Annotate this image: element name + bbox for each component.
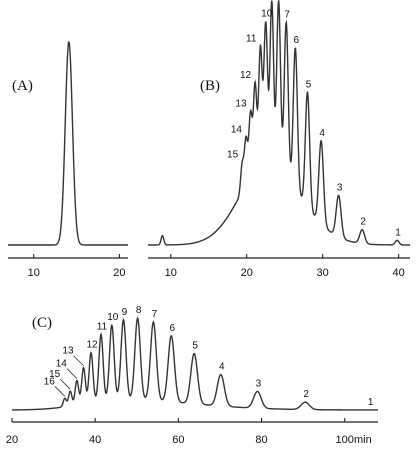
- peak-label: 4: [319, 128, 325, 139]
- peak-label: 8: [136, 305, 142, 316]
- peak-label: 2: [303, 389, 309, 400]
- peak-label: 14: [56, 359, 68, 370]
- x-tick-label: 60: [172, 434, 184, 446]
- peak-label-leader: [59, 378, 71, 390]
- x-tick-label: 40: [392, 267, 404, 279]
- x-tick-label: 20: [241, 267, 253, 279]
- peak-label: 3: [337, 182, 343, 193]
- peak-label: 16: [44, 376, 56, 387]
- peak-label: 12: [240, 70, 252, 81]
- peak-label: 10: [107, 312, 119, 323]
- peak-label: 14: [231, 124, 243, 135]
- chromatogram-trace: [8, 41, 128, 246]
- x-axis-unit-label: min: [354, 434, 372, 446]
- peak-label: 1: [395, 227, 401, 238]
- peak-label: 2: [360, 217, 366, 228]
- peak-label: 6: [294, 35, 300, 46]
- panel-label: (C): [32, 315, 52, 331]
- peak-label: 12: [86, 340, 98, 351]
- peak-label: 7: [284, 9, 290, 20]
- x-tick-label: 10: [28, 267, 40, 279]
- x-tick-label: 10: [165, 267, 177, 279]
- chromatogram-trace: [148, 0, 410, 246]
- panel-label: (B): [200, 78, 220, 94]
- chromatogram-trace: [12, 316, 378, 411]
- peak-label-leader: [73, 355, 84, 367]
- peak-label: 5: [306, 79, 312, 90]
- x-tick-label: 30: [317, 267, 329, 279]
- x-tick-label: 80: [255, 434, 267, 446]
- peak-label: 6: [170, 323, 176, 334]
- panel-a-chromatogram: 10 20 (A): [8, 41, 128, 279]
- peak-label: 11: [246, 33, 257, 44]
- panel-label: (A): [12, 78, 33, 94]
- x-tick-label: 20: [113, 267, 125, 279]
- peak-label: 4: [219, 362, 225, 373]
- x-tick-label: 100: [336, 434, 354, 446]
- peak-label: 15: [49, 369, 61, 380]
- peak-label: 13: [62, 346, 74, 357]
- peak-label: 15: [227, 150, 239, 161]
- peak-label-leader: [54, 386, 66, 397]
- peak-label: 13: [235, 99, 247, 110]
- peak-label: 1: [368, 397, 374, 408]
- x-tick-label: 40: [89, 434, 101, 446]
- peak-label: 3: [256, 378, 262, 389]
- peak-label: 5: [192, 341, 198, 352]
- peak-label: 10: [261, 8, 273, 19]
- peak-label: 11: [97, 321, 108, 332]
- peak-label: 9: [122, 307, 128, 318]
- peak-label-leader: [66, 368, 78, 379]
- x-tick-label: 20: [6, 434, 18, 446]
- peak-label: 7: [152, 309, 158, 320]
